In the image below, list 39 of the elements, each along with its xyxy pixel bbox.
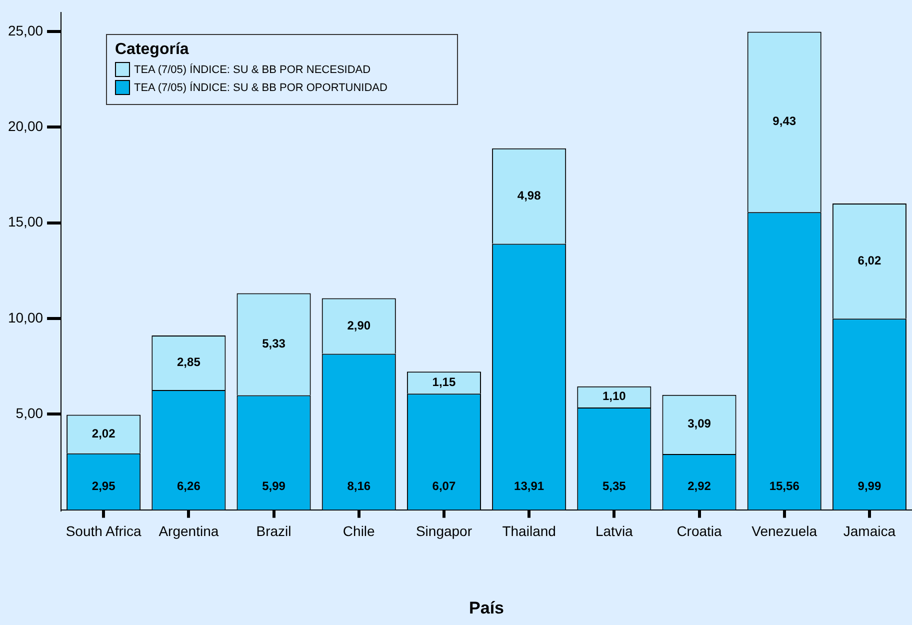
- x-tick-label: Jamaica: [843, 523, 896, 540]
- data-label: 3,09: [688, 416, 712, 431]
- y-tick-label: 15,00: [8, 214, 44, 230]
- x-tick-label: Singapor: [416, 523, 472, 540]
- data-label: 8,16: [347, 479, 371, 494]
- data-label: 15,56: [769, 479, 800, 494]
- x-tick-label: Venezuela: [752, 523, 818, 540]
- data-label: 2,02: [92, 426, 116, 440]
- data-label: 2,90: [347, 318, 371, 332]
- data-label: 6,02: [858, 253, 882, 268]
- y-tick-label: 5,00: [16, 405, 44, 422]
- legend-label: TEA (7/05) ÍNDICE: SU & BB POR OPORTUNIDAD: [134, 82, 388, 94]
- x-tick-label: Chile: [342, 523, 376, 540]
- data-label: 9,99: [858, 479, 882, 494]
- x-tick-label: Argentina: [158, 523, 219, 540]
- legend-label: TEA (7/05) ÍNDICE: SU & BB POR NECESIDAD: [134, 64, 371, 76]
- x-tick-label: Brazil: [256, 523, 292, 540]
- x-tick-label: Thailand: [502, 523, 556, 540]
- x-tick-label: Croatia: [676, 523, 722, 540]
- data-label: 1,15: [432, 374, 456, 389]
- x-axis-title: País: [469, 598, 504, 618]
- x-tick-label: Latvia: [595, 523, 634, 540]
- data-label: 5,35: [602, 479, 626, 494]
- data-label: 2,95: [92, 479, 116, 494]
- data-label: 13,91: [514, 479, 544, 494]
- data-label: 2,92: [688, 479, 712, 494]
- data-label: 5,99: [262, 479, 286, 494]
- data-label: 4,98: [517, 188, 542, 202]
- legend-title: Categoría: [115, 41, 190, 59]
- y-tick-label: 25,00: [8, 22, 44, 38]
- y-tick-label: 10,00: [8, 309, 44, 326]
- data-label: 1,10: [602, 389, 626, 404]
- data-label: 6,26: [177, 479, 201, 494]
- data-label: 9,43: [772, 114, 796, 128]
- x-tick-label: South Africa: [66, 523, 142, 540]
- y-tick-label: 20,00: [8, 118, 44, 134]
- data-label: 2,85: [177, 355, 201, 370]
- data-label: 5,33: [262, 336, 286, 351]
- data-label: 6,07: [432, 479, 456, 494]
